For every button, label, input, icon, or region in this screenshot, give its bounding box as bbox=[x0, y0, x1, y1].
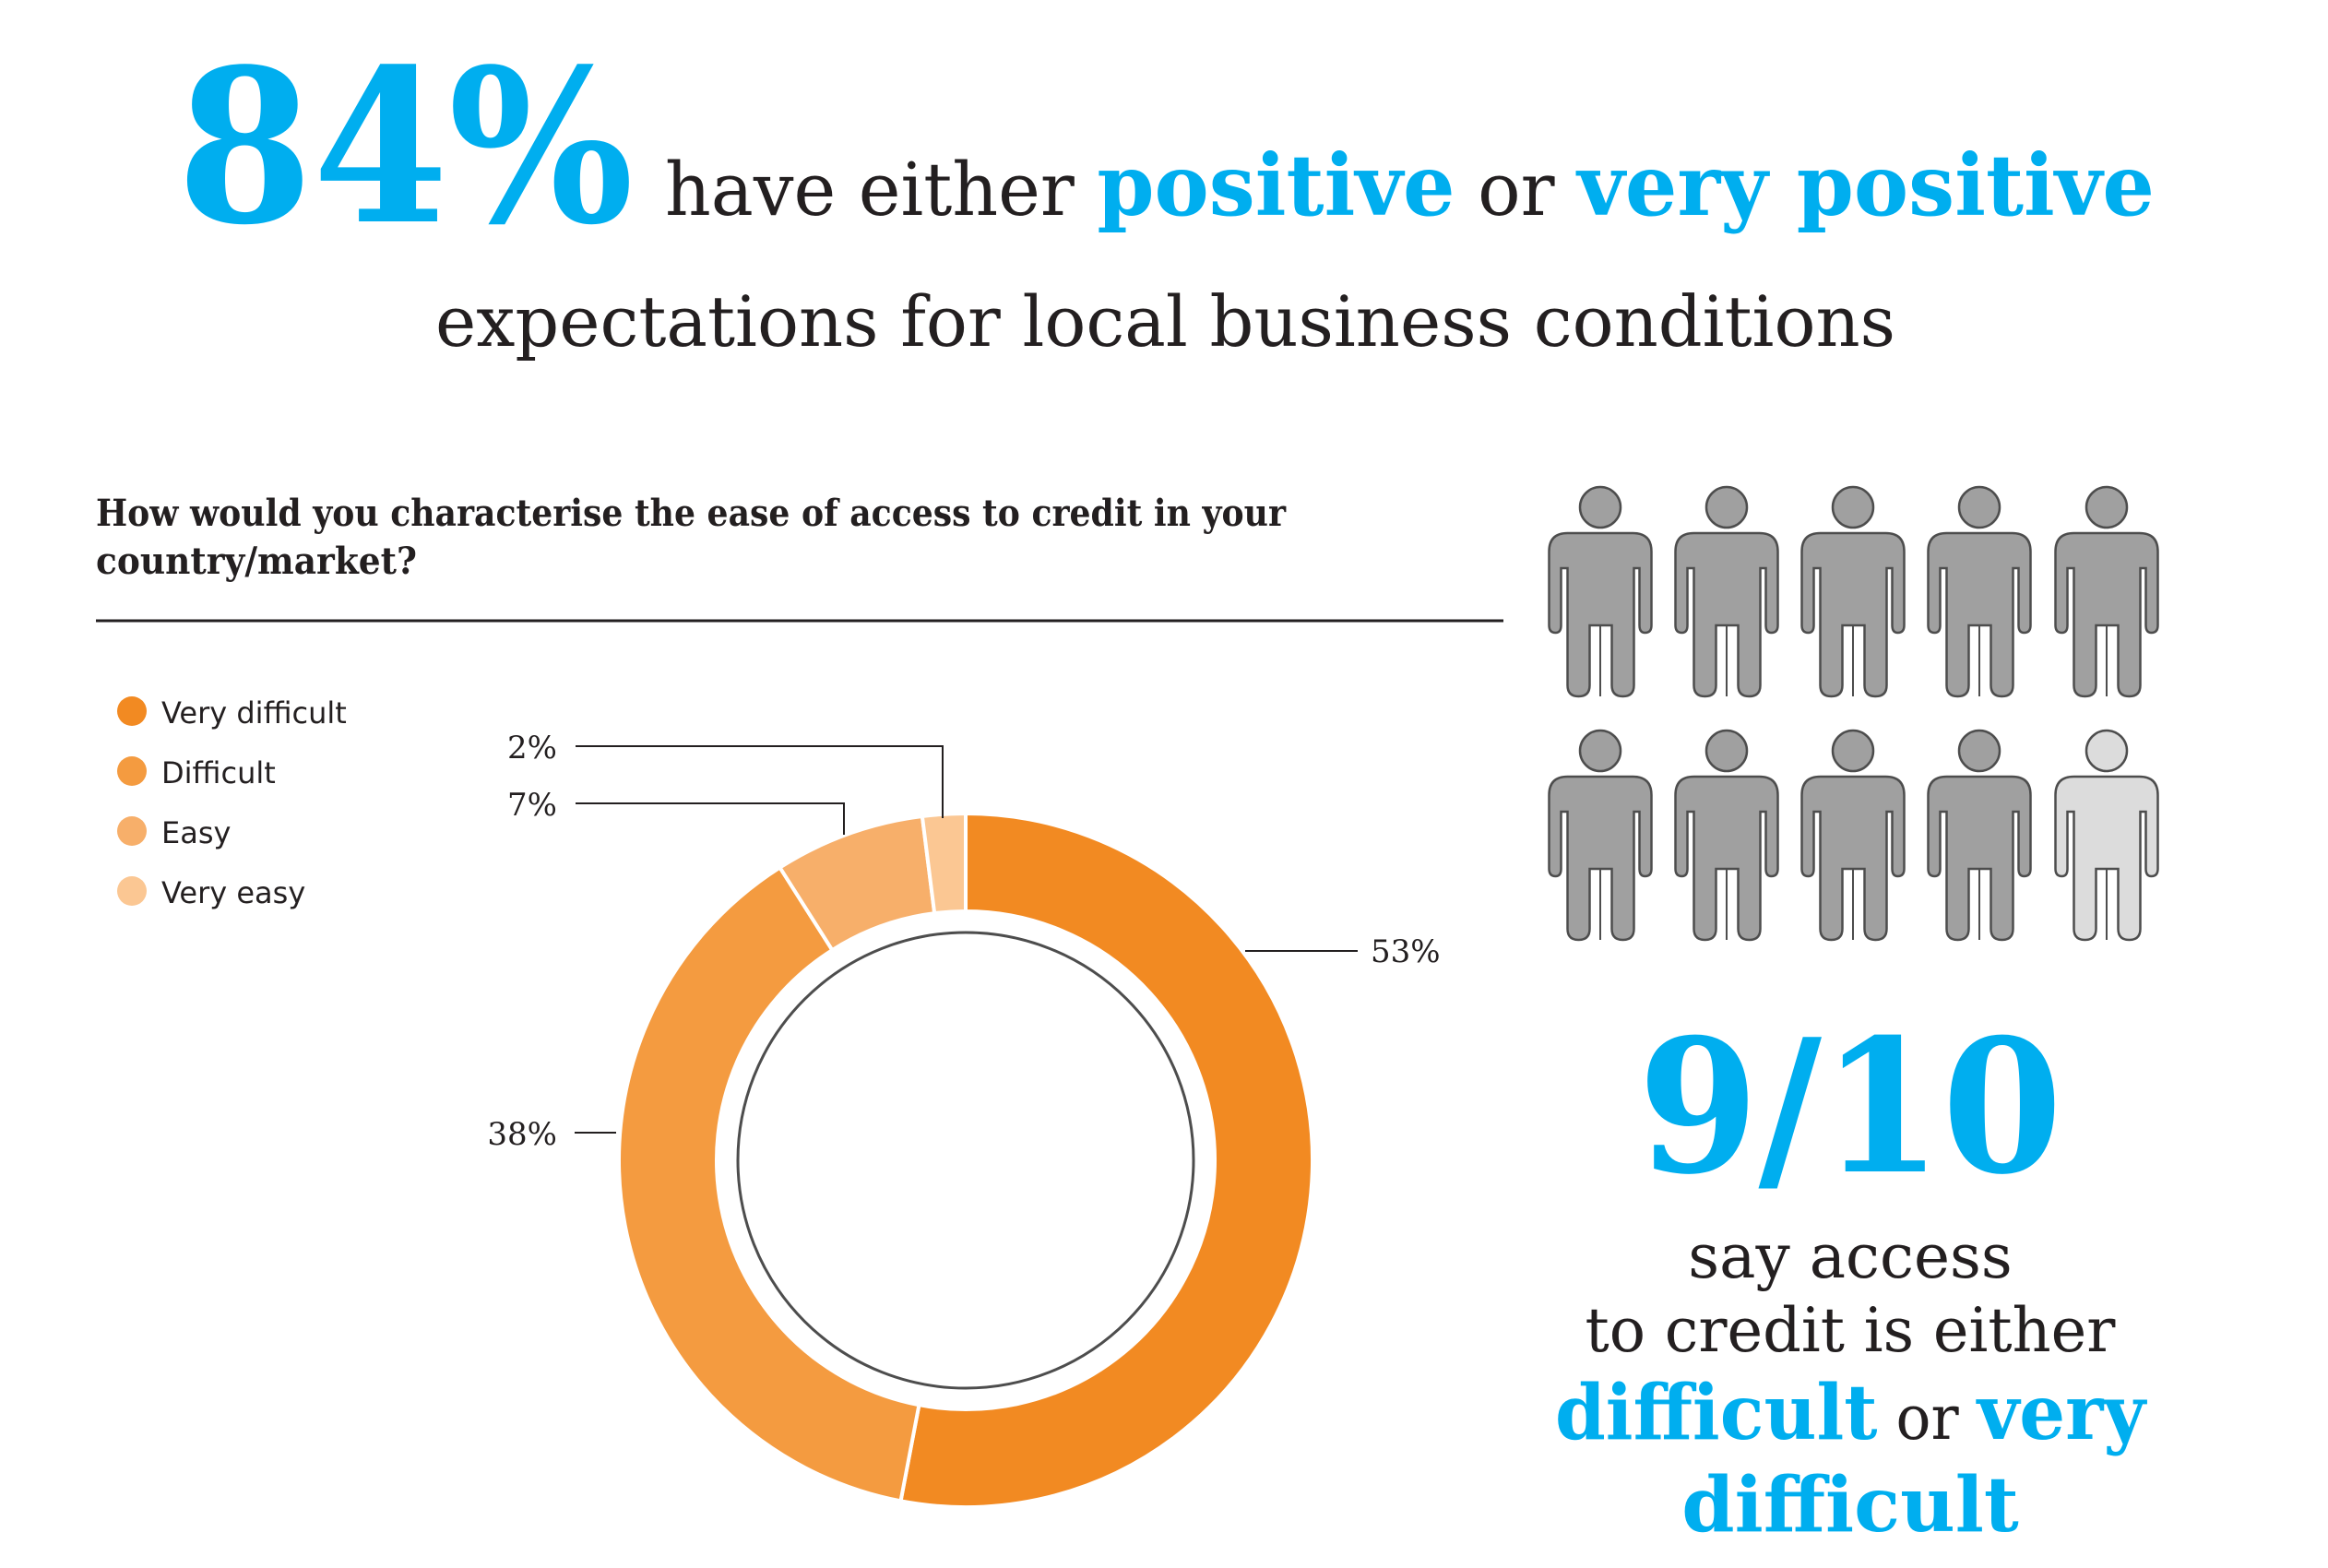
headline-highlight: very positive bbox=[1575, 136, 2155, 235]
callout-stat: 9/10 bbox=[1638, 999, 2062, 1216]
data-label-difficult: 38% bbox=[487, 1116, 557, 1153]
headline-line1: have either positive or very positive bbox=[665, 136, 2155, 235]
person-icon bbox=[2054, 485, 2159, 698]
chart-title-line2: country/market? bbox=[96, 540, 417, 583]
headline-text: have either bbox=[665, 147, 1075, 232]
headline-line2: expectations for local business conditio… bbox=[435, 280, 1895, 362]
legend-item-very-difficult: Very difficult bbox=[117, 695, 347, 731]
person-icon bbox=[1548, 729, 1653, 942]
legend-swatch bbox=[117, 756, 147, 786]
callout-line1: say access bbox=[1688, 1221, 2013, 1292]
headline-text: or bbox=[1478, 147, 1555, 232]
donut-slice-difficult bbox=[617, 864, 921, 1503]
legend: Very difficult Difficult Easy Very easy bbox=[117, 695, 347, 910]
headline-highlight: positive bbox=[1097, 136, 1455, 235]
callout-line2: to credit is either bbox=[1586, 1295, 2116, 1366]
legend-swatch bbox=[117, 696, 147, 726]
data-labels: 2% 7% 53% 38% bbox=[487, 730, 1440, 1153]
data-label-easy: 7% bbox=[507, 787, 557, 824]
person-icon bbox=[1548, 485, 1653, 698]
people-pictogram bbox=[1548, 485, 2159, 942]
callout-highlight: very bbox=[1976, 1369, 2147, 1457]
donut-slice-very-easy bbox=[920, 811, 968, 916]
donut-inner-ring bbox=[736, 931, 1195, 1390]
person-icon bbox=[1800, 729, 1906, 942]
legend-label: Very easy bbox=[161, 875, 305, 910]
data-label-very-easy: 2% bbox=[507, 730, 557, 766]
donut-slice-very-difficult bbox=[898, 811, 1314, 1509]
person-icon bbox=[1927, 485, 2032, 698]
data-label-very-difficult: 53% bbox=[1371, 933, 1441, 970]
legend-label: Difficult bbox=[161, 755, 276, 790]
leader-line-easy bbox=[576, 802, 845, 835]
callout-text: or bbox=[1896, 1383, 1960, 1454]
chart-title-line1: How would you characterise the ease of a… bbox=[96, 492, 1287, 535]
leader-line-very-easy bbox=[576, 745, 944, 818]
callout-highlight: difficult bbox=[1555, 1369, 1878, 1457]
legend-label: Easy bbox=[161, 815, 231, 850]
legend-item-very-easy: Very easy bbox=[117, 875, 305, 910]
person-icon bbox=[1674, 485, 1779, 698]
legend-item-difficult: Difficult bbox=[117, 755, 276, 790]
legend-swatch bbox=[117, 816, 147, 846]
legend-swatch bbox=[117, 876, 147, 906]
headline-stat: 84% bbox=[177, 23, 634, 272]
person-icon bbox=[1800, 485, 1906, 698]
donut-chart bbox=[617, 811, 1314, 1509]
person-icon bbox=[1927, 729, 2032, 942]
callout-line4: difficult bbox=[1681, 1461, 2019, 1550]
legend-item-easy: Easy bbox=[117, 815, 231, 850]
person-icon bbox=[2054, 729, 2159, 942]
callout-line3: difficult or very bbox=[1555, 1369, 2147, 1457]
legend-label: Very difficult bbox=[161, 695, 347, 731]
person-icon bbox=[1674, 729, 1779, 942]
